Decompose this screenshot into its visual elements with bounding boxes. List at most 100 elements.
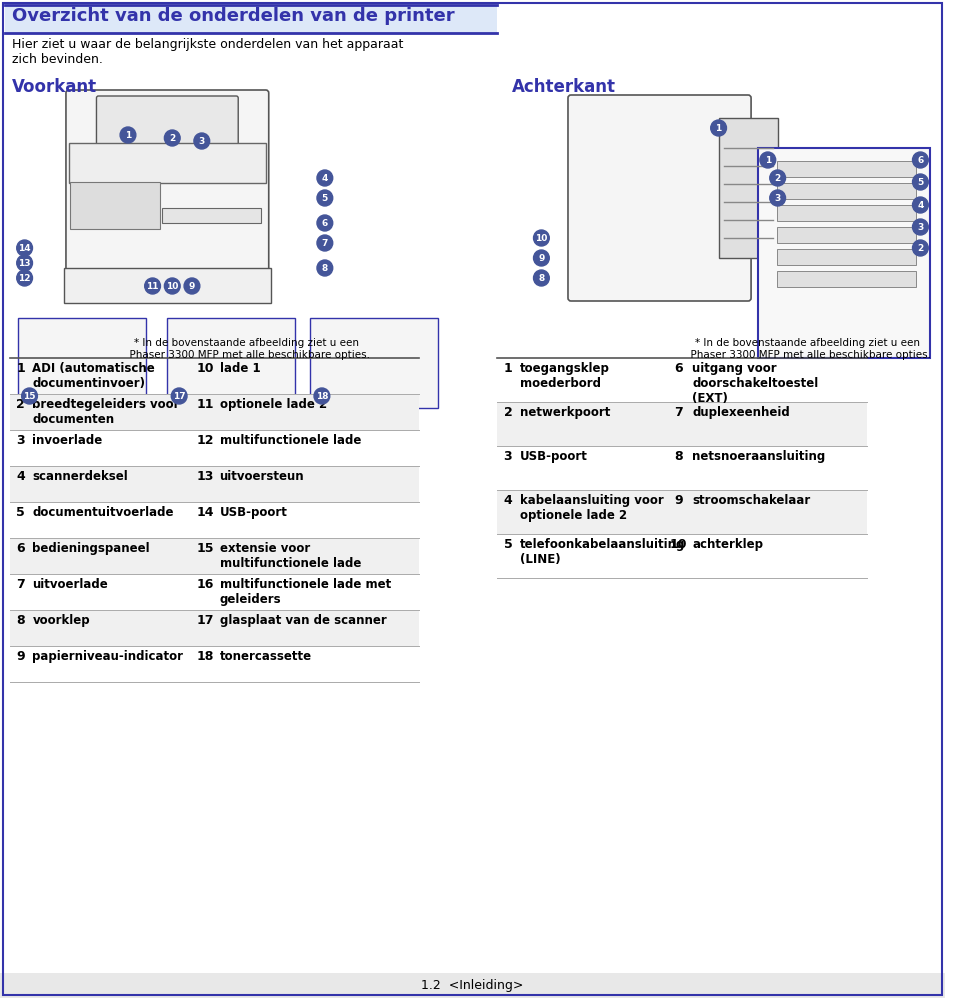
Circle shape	[913, 219, 928, 235]
Text: 10: 10	[536, 234, 547, 243]
Text: 1.2  <Inleiding>: 1.2 <Inleiding>	[421, 978, 524, 991]
Text: 7: 7	[322, 239, 328, 248]
Circle shape	[171, 388, 187, 404]
Circle shape	[145, 278, 160, 294]
Text: 14: 14	[18, 244, 31, 252]
Text: * In de bovenstaande afbeelding ziet u een
  Phaser 3300 MFP met alle beschikbar: * In de bovenstaande afbeelding ziet u e…	[684, 338, 930, 359]
Text: 6: 6	[16, 542, 25, 555]
Text: 7: 7	[674, 406, 683, 419]
Circle shape	[317, 260, 333, 276]
Circle shape	[710, 120, 727, 136]
Circle shape	[314, 388, 330, 404]
Text: 2: 2	[917, 244, 924, 252]
Text: 2: 2	[504, 406, 513, 419]
Text: netsnoeraansluiting: netsnoeraansluiting	[692, 450, 826, 463]
FancyBboxPatch shape	[64, 268, 271, 303]
Bar	[497, 402, 867, 446]
Text: optionele lade 2: optionele lade 2	[220, 398, 326, 411]
Text: voorklep: voorklep	[33, 614, 90, 627]
Circle shape	[194, 133, 209, 149]
Bar	[10, 466, 420, 502]
Text: scannerdeksel: scannerdeksel	[33, 470, 129, 483]
Text: papierniveau-indicator: papierniveau-indicator	[33, 650, 183, 663]
FancyBboxPatch shape	[777, 161, 917, 177]
FancyBboxPatch shape	[310, 318, 438, 408]
Text: 8: 8	[539, 273, 544, 282]
Text: 2: 2	[16, 398, 25, 411]
Circle shape	[16, 270, 33, 286]
Text: 10: 10	[197, 362, 214, 375]
Text: 8: 8	[322, 263, 328, 272]
FancyBboxPatch shape	[167, 318, 296, 408]
Text: achterklep: achterklep	[692, 538, 763, 551]
Circle shape	[534, 250, 549, 266]
Circle shape	[16, 255, 33, 271]
Text: Hier ziet u waar de belangrijkste onderdelen van het apparaat
zich bevinden.: Hier ziet u waar de belangrijkste onderd…	[12, 38, 403, 66]
Text: 12: 12	[18, 273, 31, 282]
Text: breedtegeleiders voor
documenten: breedtegeleiders voor documenten	[33, 398, 180, 426]
Circle shape	[770, 170, 785, 186]
Circle shape	[16, 240, 33, 256]
Text: 9: 9	[539, 253, 544, 262]
Text: 1: 1	[16, 362, 25, 375]
Text: 5: 5	[322, 194, 328, 203]
Text: invoerlade: invoerlade	[33, 434, 103, 447]
Text: 14: 14	[197, 506, 214, 519]
Text: 9: 9	[189, 281, 195, 290]
Text: 10: 10	[166, 281, 179, 290]
Text: 4: 4	[504, 494, 513, 507]
Bar	[10, 538, 420, 574]
Text: 1: 1	[715, 124, 722, 133]
Text: toegangsklep
moederbord: toegangsklep moederbord	[519, 362, 610, 390]
Text: 4: 4	[917, 201, 924, 210]
Circle shape	[22, 388, 37, 404]
Text: uitgang voor
doorschakeltoestel
(EXT): uitgang voor doorschakeltoestel (EXT)	[692, 362, 818, 405]
FancyBboxPatch shape	[162, 208, 261, 223]
Text: 2: 2	[775, 174, 780, 183]
Text: tonercassette: tonercassette	[220, 650, 312, 663]
Circle shape	[913, 240, 928, 256]
FancyBboxPatch shape	[5, 5, 497, 33]
FancyBboxPatch shape	[777, 249, 917, 265]
Text: 8: 8	[16, 614, 25, 627]
Text: 5: 5	[16, 506, 25, 519]
Text: uitvoersteun: uitvoersteun	[220, 470, 304, 483]
Bar	[10, 394, 420, 430]
FancyBboxPatch shape	[70, 182, 160, 229]
Text: netwerkpoort: netwerkpoort	[519, 406, 611, 419]
FancyBboxPatch shape	[777, 271, 917, 287]
FancyBboxPatch shape	[758, 148, 930, 358]
FancyBboxPatch shape	[777, 183, 917, 199]
Text: 16: 16	[197, 578, 214, 591]
Text: ADI (automatische
documentinvoer): ADI (automatische documentinvoer)	[33, 362, 156, 390]
Text: 10: 10	[669, 538, 687, 551]
Text: lade 1: lade 1	[220, 362, 260, 375]
Text: 1: 1	[504, 362, 513, 375]
Text: 6: 6	[674, 362, 683, 375]
Circle shape	[317, 215, 333, 231]
FancyBboxPatch shape	[96, 96, 238, 150]
Circle shape	[913, 197, 928, 213]
Circle shape	[770, 190, 785, 206]
Text: 12: 12	[197, 434, 214, 447]
Text: telefoonkabelaansluiting
(LINE): telefoonkabelaansluiting (LINE)	[519, 538, 685, 566]
Text: 9: 9	[674, 494, 683, 507]
Text: 3: 3	[504, 450, 513, 463]
Circle shape	[913, 174, 928, 190]
Text: glasplaat van de scanner: glasplaat van de scanner	[220, 614, 386, 627]
Circle shape	[317, 190, 333, 206]
Circle shape	[760, 152, 776, 168]
Text: 7: 7	[16, 578, 25, 591]
Text: 4: 4	[16, 470, 25, 483]
Circle shape	[164, 278, 180, 294]
Text: 18: 18	[197, 650, 214, 663]
Text: 18: 18	[316, 391, 328, 400]
Text: 5: 5	[917, 178, 924, 187]
Text: multifunctionele lade: multifunctionele lade	[220, 434, 361, 447]
Text: 15: 15	[197, 542, 214, 555]
Circle shape	[534, 230, 549, 246]
Text: Achterkant: Achterkant	[512, 78, 616, 96]
Text: 17: 17	[197, 614, 214, 627]
Text: USB-poort: USB-poort	[519, 450, 588, 463]
Text: 3: 3	[199, 137, 204, 146]
